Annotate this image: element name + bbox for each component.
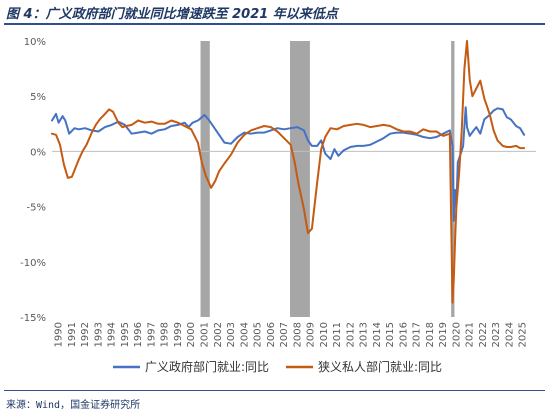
x-axis-ticks: 1990 1991 1992 1993 1994 1995 1996 1997 1998 1999… [54,322,529,347]
series-lines [51,40,526,304]
x-tick-label: 1992 [80,322,91,347]
y-tick-label: 5% [30,92,46,103]
x-tick-label: 2024 [504,322,515,347]
x-tick-label: 2015 [385,322,396,347]
x-tick-label: 2010 [319,322,330,347]
x-tick-label: 1993 [93,322,104,347]
x-tick-label: 2014 [372,322,383,347]
x-tick-label: 2009 [306,322,317,347]
x-tick-label: 2001 [199,322,210,347]
y-tick-label: 0% [30,147,46,158]
x-tick-label: 2021 [465,322,476,347]
x-tick-label: 1991 [67,322,78,347]
recession-band-1 [290,41,310,317]
x-tick-label: 2019 [438,322,449,347]
x-tick-label: 2018 [425,322,436,347]
legend-label-private: 狭义私人部门就业:同比 [318,359,442,374]
x-tick-label: 2003 [226,322,237,347]
y-tick-label: -15% [20,313,46,324]
x-tick-label: 2017 [412,322,423,347]
x-tick-label: 1996 [133,322,144,347]
y-tick-label: -5% [27,203,46,214]
legend-label-government: 广义政府部门就业:同比 [145,359,269,374]
y-tick-label: -10% [20,258,46,269]
x-tick-label: 2023 [491,322,502,347]
source-note: 来源：Wind，国金证券研究所 [6,400,141,411]
series-line-private [51,40,526,304]
x-tick-label: 2025 [518,322,529,347]
x-tick-label: 2008 [292,322,303,347]
legend: 广义政府部门就业:同比 狭义私人部门就业:同比 [113,359,442,374]
x-tick-label: 2012 [345,322,356,347]
title-underline [4,23,545,25]
x-tick-label: 1997 [146,322,157,347]
x-tick-label: 2006 [266,322,277,347]
source-divider [4,390,545,391]
y-tick-label: 10% [24,37,46,48]
x-tick-label: 1998 [160,322,171,347]
recession-shading [200,41,455,317]
chart-title: 图 4：广义政府部门就业同比增速跌至 2021 年以来低点 [6,7,338,22]
x-tick-label: 2013 [359,322,370,347]
x-tick-label: 2007 [279,322,290,347]
x-tick-label: 2000 [186,322,197,347]
x-tick-label: 1994 [107,322,118,347]
x-tick-label: 2005 [253,322,264,347]
x-tick-label: 1990 [54,322,65,347]
x-tick-label: 2011 [332,322,343,347]
x-tick-label: 1995 [120,322,131,347]
recession-band-0 [200,41,210,317]
y-axis-ticks: 10% 5% 0% -5% -10% -15% [20,37,46,324]
x-tick-label: 2020 [451,322,462,347]
series-line-government [51,106,526,222]
x-tick-label: 2002 [213,322,224,347]
x-tick-label: 2022 [478,322,489,347]
x-tick-label: 1999 [173,322,184,347]
x-tick-label: 2016 [398,322,409,347]
x-tick-label: 2004 [239,322,250,347]
